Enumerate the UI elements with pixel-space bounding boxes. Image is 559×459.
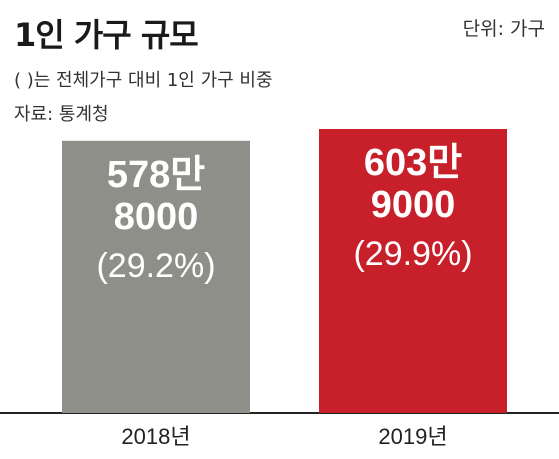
bar-value-label-line2: 9000 [371,184,456,226]
bar-0 [62,140,250,413]
bar-value-label-line1: 603만 [364,142,462,184]
bar-1 [319,129,507,413]
chart-title: 1인 가구 규모 [14,16,199,54]
bar-value-label-line2: 8000 [114,196,199,238]
chart-subtitle: ( )는 전체가구 대비 1인 가구 비중 [14,70,273,91]
bar-share-label: (29.2%) [96,247,215,285]
bar-value-label-line1: 578만 [107,154,205,196]
unit-label: 단위: 가구 [462,18,545,40]
source-note: 자료: 통계청 [14,104,109,125]
x-tick-label: 2019년 [378,424,447,449]
x-tick-label: 2018년 [121,424,190,449]
bar-share-label: (29.9%) [353,235,472,273]
